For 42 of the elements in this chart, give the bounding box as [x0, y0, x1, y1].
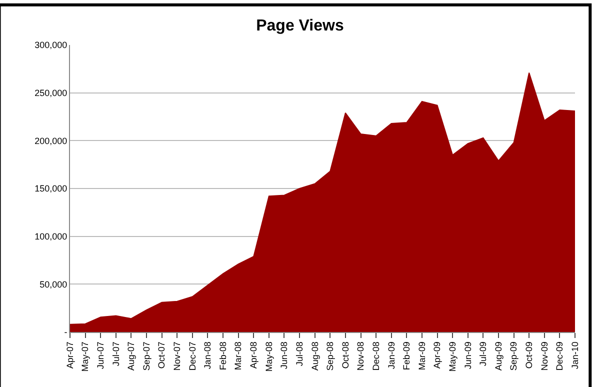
x-tick-label: Sep-08	[325, 342, 336, 371]
x-tick-label: Feb-08	[218, 342, 228, 370]
x-tick-label: Nov-08	[356, 342, 366, 371]
y-tick-label: -	[64, 327, 68, 338]
x-tick-label: Jun-09	[462, 342, 473, 370]
x-tick-label: Feb-09	[402, 342, 412, 370]
x-tick-label: Apr-07	[64, 342, 75, 369]
x-tick-label: Nov-09	[539, 342, 550, 371]
x-tick-label: May-08	[264, 342, 274, 372]
x-tick-label: Jul-09	[478, 342, 488, 366]
y-tick-label: 300,000	[34, 40, 68, 50]
y-tick-label: 100,000	[34, 231, 68, 242]
x-tick-label: Aug-08	[310, 342, 320, 371]
x-tick-label: Jun-07	[96, 342, 106, 370]
x-tick-label: Oct-08	[340, 342, 350, 369]
x-tick-label: Dec-09	[554, 342, 565, 371]
y-tick-label: 200,000	[34, 136, 68, 146]
y-tick-label: 50,000	[40, 279, 68, 290]
x-tick-label: Oct-07	[156, 342, 167, 369]
chart-title: Page Views	[256, 18, 344, 35]
x-tick-label: Jan-09	[386, 342, 396, 370]
x-tick-label: Nov-07	[172, 342, 182, 371]
x-tick-label: Aug-09	[493, 342, 504, 371]
x-tick-label: Sep-07	[141, 342, 152, 371]
x-tick-label: May-07	[80, 342, 90, 372]
x-tick-label: Jan-08	[202, 342, 213, 370]
x-tick-label: Jul-08	[294, 342, 304, 366]
x-tick-label: Sep-09	[508, 342, 519, 371]
x-tick-label: Oct-09	[524, 342, 534, 369]
x-tick-label: Jan-10	[570, 342, 580, 370]
x-tick-label: Jul-07	[110, 342, 121, 366]
x-tick-label: Aug-07	[126, 342, 136, 371]
x-tick-label: Mar-09	[416, 342, 427, 370]
x-tick-label: Jun-08	[279, 342, 290, 370]
x-tick-label: Apr-09	[432, 342, 442, 369]
x-tick-label: Mar-08	[233, 342, 244, 370]
x-tick-label: May-09	[448, 342, 458, 372]
x-tick-label: Dec-07	[187, 342, 198, 371]
y-tick-label: 250,000	[34, 88, 68, 98]
x-tick-label: Dec-08	[370, 342, 381, 371]
y-tick-label: 150,000	[34, 184, 68, 194]
x-tick-label: Apr-08	[248, 342, 259, 369]
